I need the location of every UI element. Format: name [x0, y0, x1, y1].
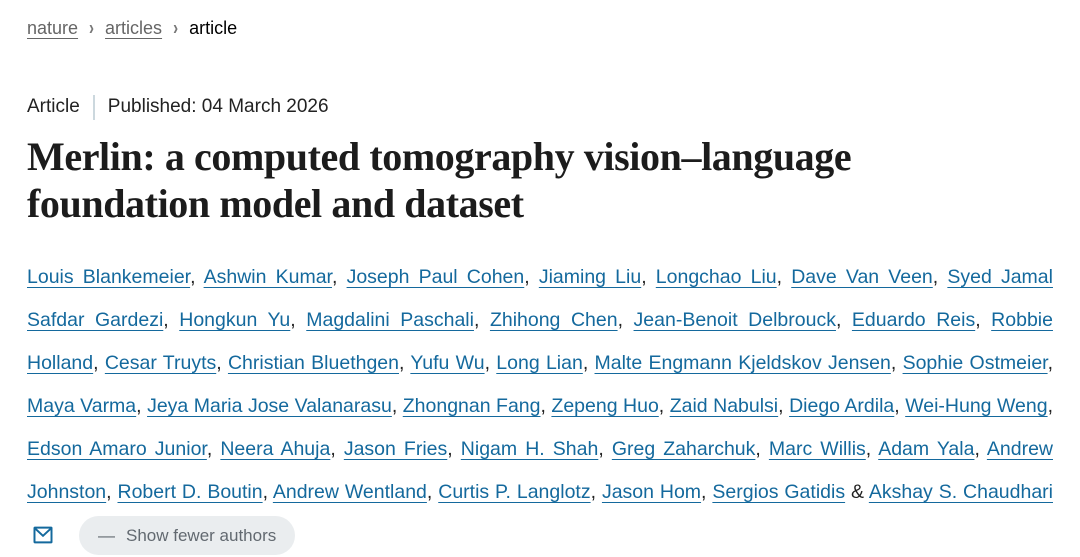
author-link[interactable]: Jeya Maria Jose Valanarasu [147, 394, 392, 417]
breadcrumb-link-nature[interactable]: nature [27, 18, 79, 38]
show-fewer-label: Show fewer authors [126, 525, 277, 545]
author-link[interactable]: Sergios Gatidis [712, 480, 846, 503]
minus-icon: — [98, 526, 115, 546]
author-link[interactable]: Neera Ahuja [220, 437, 331, 460]
author-link[interactable]: Akshay S. Chaudhari [868, 480, 1053, 503]
author-link[interactable]: Longchao Liu [655, 265, 777, 288]
chevron-right-icon: › [173, 17, 179, 41]
author-link[interactable]: Cesar Truyts [104, 351, 217, 374]
authors-list: Louis Blankemeier, Ashwin Kumar, Joseph … [27, 265, 1054, 503]
author-link[interactable]: Wei-Hung Weng [905, 394, 1048, 417]
author-link[interactable]: Zhongnan Fang [402, 394, 541, 417]
envelope-icon[interactable] [33, 526, 53, 544]
show-fewer-authors-button[interactable]: — Show fewer authors [79, 516, 296, 556]
author-link[interactable]: Zhihong Chen [489, 308, 618, 331]
chevron-right-icon: › [89, 17, 95, 41]
author-link[interactable]: Ashwin Kumar [203, 265, 332, 288]
authors-paragraph: Louis Blankemeier, Ashwin Kumar, Joseph … [27, 256, 1053, 557]
author-link[interactable]: Zaid Nabulsi [669, 394, 779, 417]
author-link[interactable]: Christian Bluethgen [227, 351, 399, 374]
meta-divider [92, 94, 95, 120]
author-link[interactable]: Edson Amaro Junior [27, 437, 207, 460]
author-link[interactable]: Magdalini Paschali [306, 308, 474, 331]
author-link[interactable]: Long Lian [496, 351, 583, 374]
author-link[interactable]: Greg Zaharchuk [611, 437, 756, 460]
author-link[interactable]: Jiaming Liu [538, 265, 642, 288]
article-title: Merlin: a computed tomography vision–lan… [27, 133, 852, 226]
content-type-label: Article [27, 96, 80, 118]
author-link[interactable]: Hongkun Yu [179, 308, 291, 331]
author-link[interactable]: Jean-Benoit Delbrouck [633, 308, 836, 331]
breadcrumb-current-article: article [189, 18, 238, 38]
author-link[interactable]: Sophie Ostmeier [902, 351, 1048, 374]
author-link[interactable]: Diego Ardila [789, 394, 895, 417]
author-link[interactable]: Eduardo Reis [851, 308, 976, 331]
author-link[interactable]: Adam Yala [878, 437, 975, 460]
author-link[interactable]: Curtis P. Langlotz [438, 480, 591, 503]
author-link[interactable]: Andrew Wentland [272, 480, 427, 503]
author-link[interactable]: Syed Jamal Safdar Gardezi [27, 265, 1053, 331]
article-meta-row: Article Published: 04 March 2026 [27, 94, 1053, 120]
author-link[interactable]: Yufu Wu [410, 351, 485, 374]
author-link[interactable]: Malte Engmann Kjeldskov Jensen [594, 351, 891, 374]
author-link[interactable]: Marc Willis [768, 437, 866, 460]
author-link[interactable]: Jason Hom [601, 480, 702, 503]
author-link[interactable]: Robbie Holland [27, 308, 1053, 374]
author-link[interactable]: Robert D. Boutin [117, 480, 263, 503]
author-link[interactable]: Maya Varma [27, 394, 137, 417]
author-link[interactable]: Jason Fries [343, 437, 448, 460]
breadcrumb-link-articles[interactable]: articles [105, 18, 163, 38]
breadcrumb: nature › articles › article [27, 18, 1053, 40]
author-link[interactable]: Dave Van Veen [791, 265, 933, 288]
author-link[interactable]: Nigam H. Shah [460, 437, 599, 460]
author-link[interactable]: Zepeng Huo [551, 394, 659, 417]
published-date: Published: 04 March 2026 [107, 96, 329, 118]
author-link[interactable]: Louis Blankemeier [27, 265, 191, 288]
author-link[interactable]: Joseph Paul Cohen [346, 265, 525, 288]
author-link[interactable]: Andrew Johnston [27, 437, 1053, 503]
